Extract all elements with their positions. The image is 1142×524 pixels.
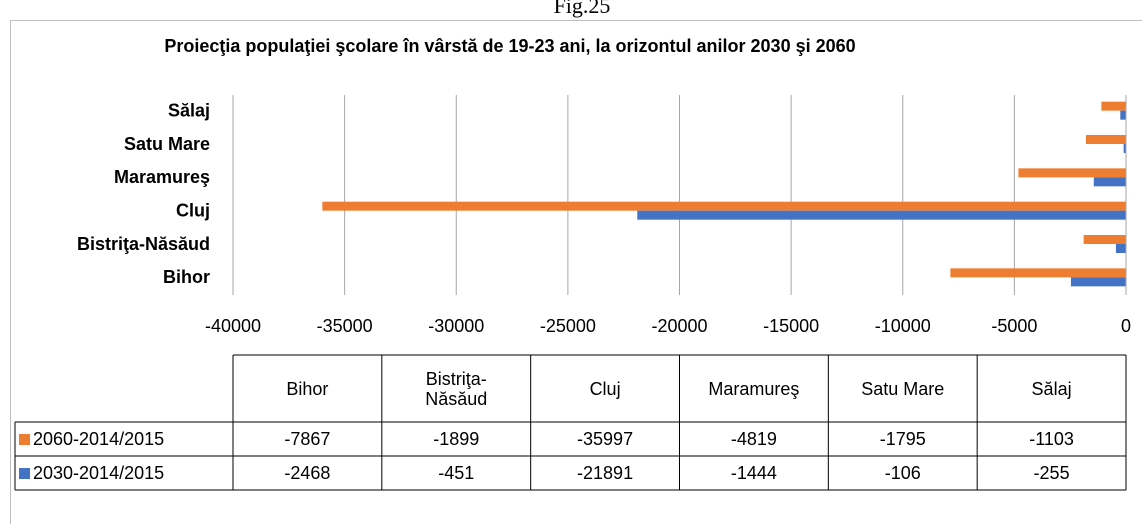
table-value: -2468 bbox=[233, 456, 382, 490]
bar bbox=[1115, 244, 1126, 253]
legend-key bbox=[19, 433, 30, 445]
legend-entry: 2030-2014/2015 bbox=[15, 456, 233, 490]
bar bbox=[1101, 101, 1126, 111]
legend-entry-text: 2060-2014/2015 bbox=[33, 429, 165, 449]
legend-entry-text: 2030-2014/2015 bbox=[33, 463, 165, 483]
figure-label: Fig.25 bbox=[554, 0, 611, 18]
table-header: Maramureş bbox=[680, 355, 829, 422]
table-value: -7867 bbox=[233, 422, 382, 456]
table-value: -1899 bbox=[382, 422, 531, 456]
table-value: -255 bbox=[977, 456, 1126, 490]
legend-key bbox=[19, 467, 30, 479]
bar bbox=[1018, 168, 1126, 178]
table-header-text: Satu Mare bbox=[861, 378, 945, 399]
table-value-text: -106 bbox=[884, 463, 921, 483]
x-tick-label: -20000 bbox=[651, 316, 707, 336]
table-value-text: -1795 bbox=[879, 429, 926, 449]
x-tick-label: -35000 bbox=[317, 316, 373, 336]
table-header: Satu Mare bbox=[828, 355, 977, 422]
chart-border bbox=[10, 20, 1142, 524]
bar bbox=[1085, 135, 1126, 144]
table-header-text: Bistriţa-Năsăud bbox=[425, 368, 488, 409]
bar bbox=[1070, 277, 1126, 287]
table-header: Sălaj bbox=[977, 355, 1126, 422]
table-value-text: -1103 bbox=[1029, 429, 1074, 449]
table-value-text: -255 bbox=[1033, 463, 1070, 483]
table-value-text: -1444 bbox=[730, 463, 777, 483]
y-tick-label: Sălaj bbox=[168, 100, 210, 120]
table-value-text: -35997 bbox=[577, 429, 634, 449]
bar bbox=[322, 201, 1127, 211]
x-tick-label: -15000 bbox=[763, 316, 819, 336]
table-value-text: -2468 bbox=[284, 463, 331, 483]
table-value: -35997 bbox=[531, 422, 680, 456]
table-header: Bihor bbox=[233, 355, 382, 422]
table-header-text: Cluj bbox=[589, 378, 621, 399]
y-tick-label: Bistriţa-Năsăud bbox=[77, 234, 210, 254]
x-tick-label: -40000 bbox=[205, 316, 261, 336]
bar bbox=[1123, 144, 1126, 153]
x-tick-label: -25000 bbox=[540, 316, 596, 336]
table-header-text: Maramureş bbox=[708, 378, 800, 399]
y-tick-label: Satu Mare bbox=[124, 134, 210, 154]
bar bbox=[1083, 235, 1126, 244]
table-value-text: -4819 bbox=[730, 429, 777, 449]
table-value-text: -1899 bbox=[433, 429, 480, 449]
table-header: Cluj bbox=[531, 355, 680, 422]
table-value-text: -451 bbox=[438, 463, 475, 483]
y-tick-label: Maramureş bbox=[114, 167, 210, 187]
table-value-text: -21891 bbox=[577, 463, 634, 483]
table-value: -1795 bbox=[828, 422, 977, 456]
table-header-text: Bihor bbox=[286, 378, 329, 399]
table-header-text: Sălaj bbox=[1031, 378, 1072, 399]
table-value: -4819 bbox=[680, 422, 829, 456]
table-value: -1103 bbox=[977, 422, 1126, 456]
x-tick-label: -10000 bbox=[875, 316, 931, 336]
table-value: -21891 bbox=[531, 456, 680, 490]
bar bbox=[637, 210, 1126, 220]
legend-entry: 2060-2014/2015 bbox=[15, 422, 233, 456]
bar bbox=[1093, 177, 1126, 187]
y-tick-label: Bihor bbox=[163, 267, 210, 287]
x-tick-label: 0 bbox=[1121, 316, 1131, 336]
table-header: Bistriţa-Năsăud bbox=[382, 355, 531, 422]
x-tick-label: -30000 bbox=[428, 316, 484, 336]
y-tick-label: Cluj bbox=[176, 200, 210, 220]
table-value: -106 bbox=[828, 456, 977, 490]
bar bbox=[950, 268, 1126, 278]
chart-title: Proiecţia populaţiei şcolare în vârstă d… bbox=[164, 36, 855, 56]
x-tick-label: -5000 bbox=[991, 316, 1037, 336]
table-value: -1444 bbox=[680, 456, 829, 490]
table-value: -451 bbox=[382, 456, 531, 490]
bar bbox=[1120, 110, 1126, 120]
table-value-text: -7867 bbox=[284, 429, 331, 449]
